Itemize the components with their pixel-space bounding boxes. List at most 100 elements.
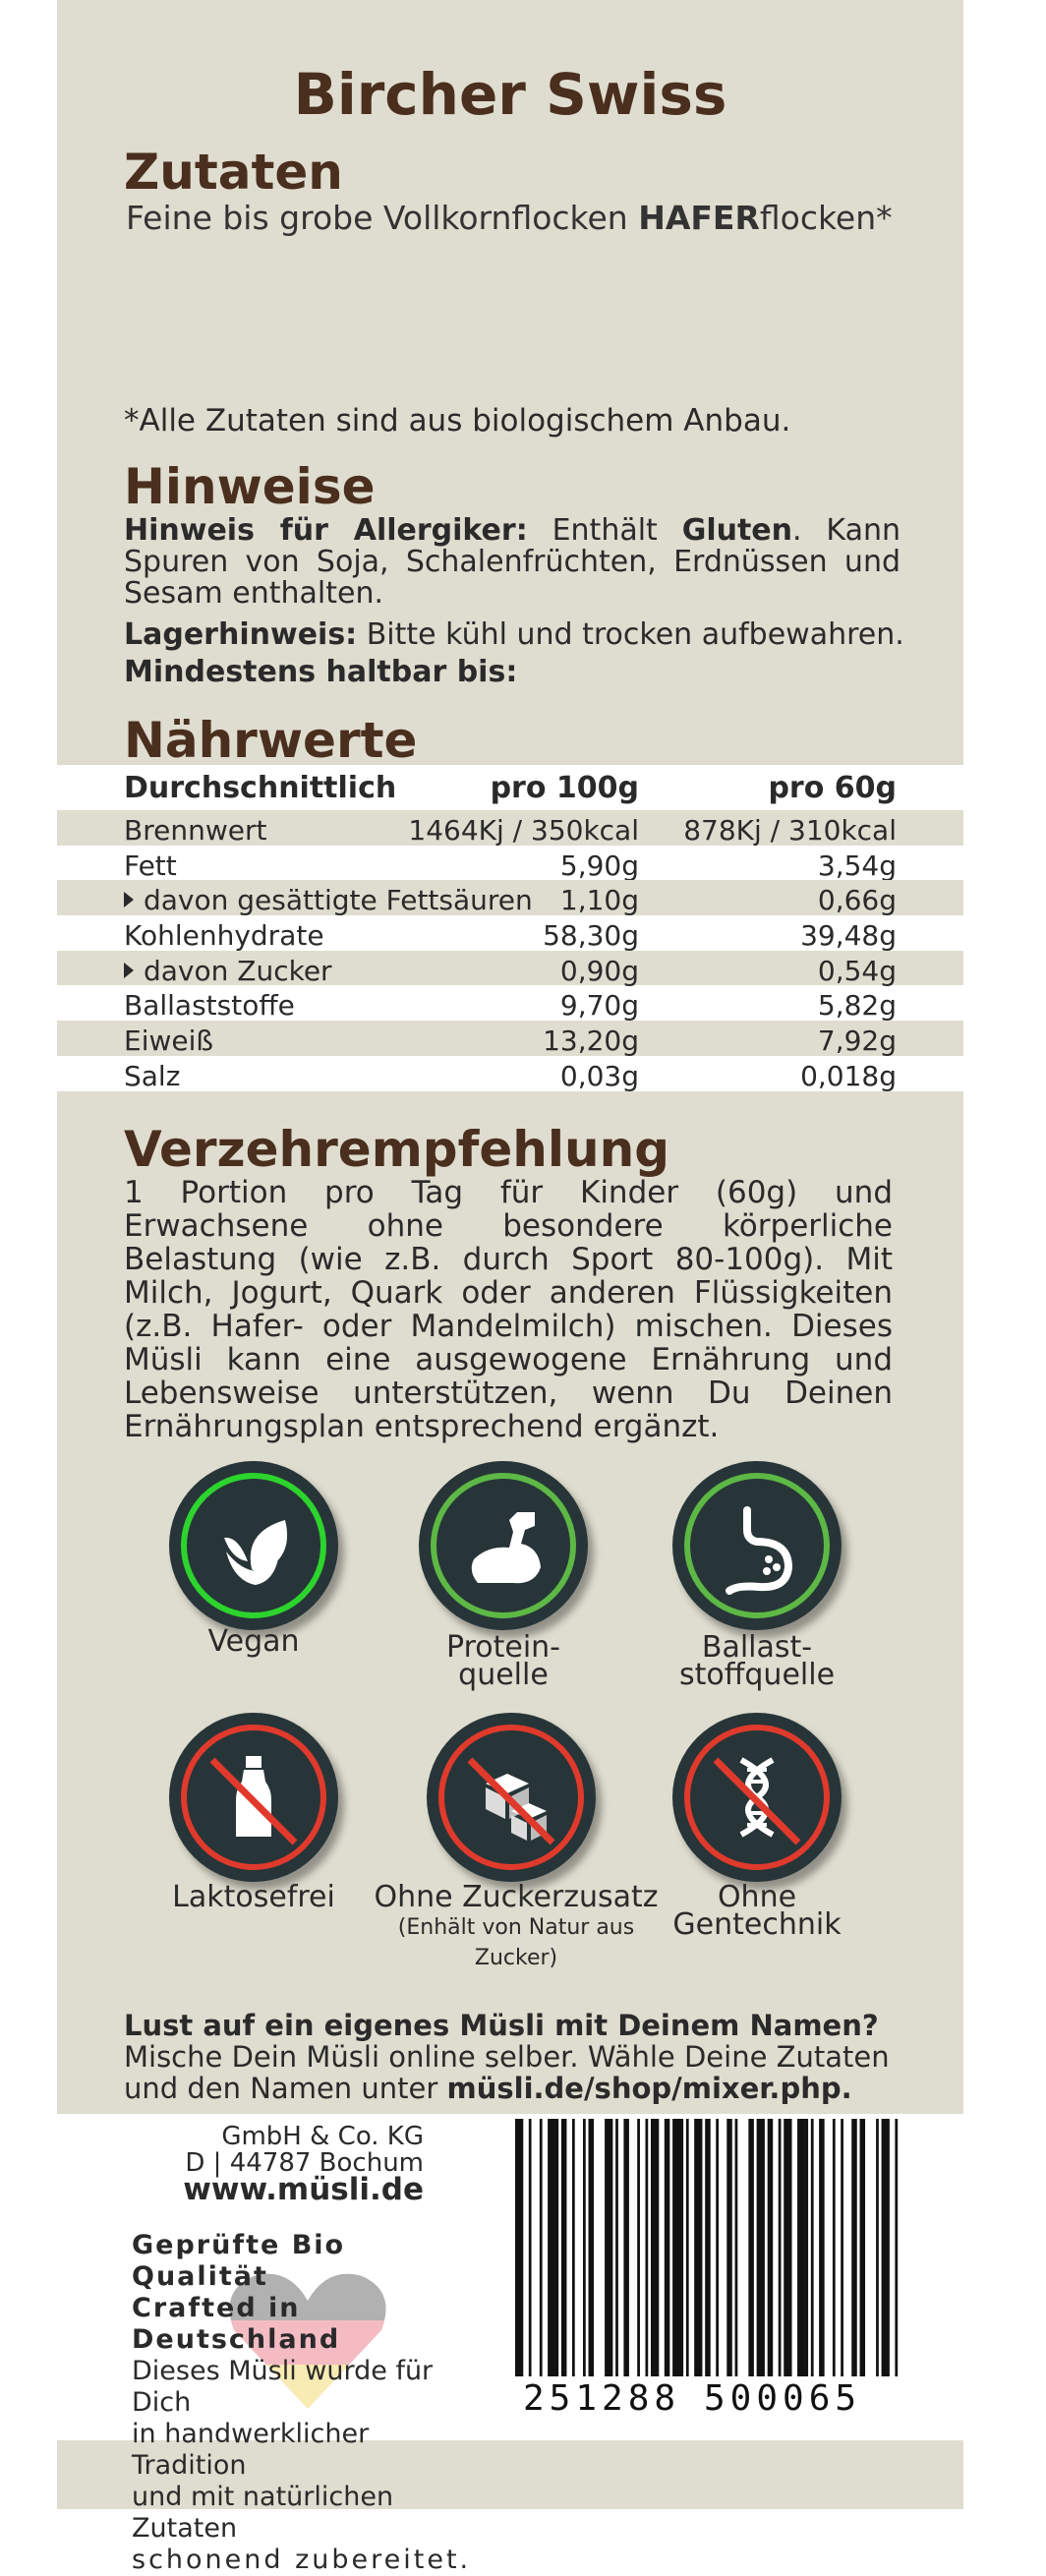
quality-line4: in handwerklicher Tradition [132, 2419, 370, 2481]
value-per100: 0,90g [559, 954, 639, 987]
quality-line1: Geprüfte Bio Qualität [132, 2230, 346, 2292]
barcode-bar [841, 2119, 843, 2376]
barcode-bar [734, 2119, 738, 2376]
nutrient-label: Eiweiß [124, 1025, 214, 1058]
bio-note: *Alle Zutaten sind aus biologischem Anba… [124, 403, 791, 439]
nutrition-table: Durchschnittlich pro 100g pro 60g Brennw… [57, 765, 963, 1092]
value-per100: 1,10g [559, 884, 639, 917]
nutrition-heading: Nährwerte [124, 712, 418, 769]
ingredients-allergen: HAFER [638, 199, 760, 237]
nutrition-row: davon gesättigte Fettsäuren 1,10g 0,66g [57, 880, 963, 917]
bottom-panel [57, 2440, 963, 2509]
no-gmo-label-1: Ohne [717, 1880, 797, 1914]
nutrition-row: Ballaststoffe 9,70g 5,82g [57, 985, 963, 1023]
barcode: 4 251288 500065 [511, 2119, 904, 2414]
lactose-free-label: Laktosefrei [172, 1880, 335, 1914]
ingredients-text-suffix: flocken* [759, 199, 893, 237]
allergy-note: Hinweis für Allergiker: Enthält Gluten. … [124, 515, 901, 610]
ingredients-text-prefix: Feine bis grobe Vollkornflocken [126, 199, 639, 237]
nutrition-row: Kohlenhydrate 58,30g 39,48g [57, 915, 963, 953]
barcode-bar [851, 2119, 857, 2376]
value-per60: 0,54g [817, 954, 897, 987]
nutrition-row: Salz 0,03g 0,018g [57, 1056, 963, 1092]
barcode-bar [881, 2119, 890, 2376]
value-per100: 0,03g [559, 1059, 639, 1092]
value-per60: 39,48g [800, 919, 897, 953]
allergy-text-rest: . Kann Spuren von Soja, Schalenfrüchten,… [124, 513, 901, 611]
value-per100: 13,20g [543, 1025, 639, 1058]
nutrient-name: Kohlenhydrate [124, 919, 324, 952]
barcode-bars [515, 2119, 899, 2376]
company-info: GmbH & Co. KG D | 44787 Bochum www.müsli… [183, 2124, 424, 2207]
barcode-bar [756, 2119, 765, 2376]
recommendation-text: 1 Portion pro Tag für Kinder (60g) und E… [124, 1175, 893, 1444]
barcode-bar [515, 2119, 524, 2376]
top-panel [57, 0, 963, 765]
nutrient-label: davon gesättigte Fettsäuren [144, 884, 533, 917]
protein-badge [419, 1461, 588, 1630]
quality-line2: Crafted in Deutschland [132, 2293, 341, 2355]
barcode-bar [539, 2119, 543, 2376]
notes-heading: Hinweise [124, 458, 376, 515]
barcode-bar [694, 2119, 703, 2376]
barcode-bar [685, 2119, 689, 2376]
nutrient-label: Fett [124, 849, 177, 882]
nutrient-label: Salz [124, 1059, 181, 1092]
barcode-bar [560, 2119, 567, 2376]
stomach-icon [726, 1506, 793, 1595]
barcode-bar [778, 2119, 782, 2376]
barcode-bar [583, 2119, 586, 2376]
barcode-bar [767, 2119, 774, 2376]
barcode-bar [832, 2119, 836, 2376]
barcode-bar [615, 2119, 618, 2376]
barcode-bar [571, 2119, 575, 2376]
company-line2: D | 44787 Bochum [185, 2148, 424, 2178]
col-per60: pro 60g [768, 771, 897, 805]
ingredients-heading: Zutaten [124, 144, 343, 201]
barcode-bar [548, 2119, 559, 2376]
fiber-label-1: Ballast- [701, 1630, 813, 1665]
triangle-right-icon [124, 892, 134, 908]
germany-heart-icon [229, 2273, 386, 2410]
no-sugar-label-1: Ohne Zuckerzusatz [374, 1880, 659, 1914]
barcode-bar [784, 2119, 792, 2376]
value-per60: 0,66g [817, 884, 897, 917]
nutrition-row: davon Zucker 0,90g 0,54g [57, 950, 963, 987]
triangle-right-icon [124, 962, 134, 978]
barcode-digits-left: 251288 [523, 2378, 680, 2414]
protein-label-2: quelle [458, 1658, 549, 1692]
recommendation-heading: Verzehrempfehlung [124, 1121, 669, 1178]
quality-line3: Dieses Müsli wurde für Dich [132, 2356, 434, 2418]
col-per100: pro 100g [490, 771, 639, 805]
value-per60: 5,82g [817, 989, 897, 1023]
barcode-bar [664, 2119, 670, 2376]
milk-bottle-icon [209, 1756, 298, 1845]
no-gmo-badge [672, 1713, 842, 1882]
leaf-icon [224, 1520, 288, 1585]
quality-line5: und mit natürlichen Zutaten [132, 2482, 394, 2544]
vegan-badge [169, 1461, 338, 1630]
nutrition-header-row: Durchschnittlich pro 100g pro 60g [57, 765, 963, 810]
nutrition-row: Fett 5,90g 3,54g [57, 846, 963, 882]
best-before: Mindestens haltbar bis: [124, 655, 518, 689]
value-per100: 58,30g [543, 919, 639, 953]
barcode-bar [623, 2119, 629, 2376]
nutrient-name: Fett [124, 849, 177, 882]
barcode-bar [876, 2119, 879, 2376]
barcode-bar [637, 2119, 640, 2376]
barcode-bar [705, 2119, 711, 2376]
protein-label: Protein-quelle [356, 1633, 651, 1692]
barcode-bar [726, 2119, 732, 2376]
barcode-bar [672, 2119, 684, 2376]
barcode-bar [748, 2119, 754, 2376]
barcode-bar [588, 2119, 595, 2376]
promo-body: Mische Dein Müsli online selber. Wähle D… [124, 2040, 890, 2105]
barcode-bar [605, 2119, 613, 2376]
ingredients-text: Feine bis grobe Vollkornflocken HAFERflo… [126, 199, 893, 237]
nutrition-rows: Brennwert 1464Kj / 350kcal 878Kj / 310kcal… [57, 810, 963, 1092]
protein-label-1: Protein- [446, 1630, 560, 1665]
nutrient-name: Ballaststoffe [124, 989, 295, 1022]
company-website: www.müsli.de [183, 2172, 424, 2207]
dna-icon [713, 1757, 801, 1845]
nutrient-name: Salz [124, 1060, 180, 1092]
